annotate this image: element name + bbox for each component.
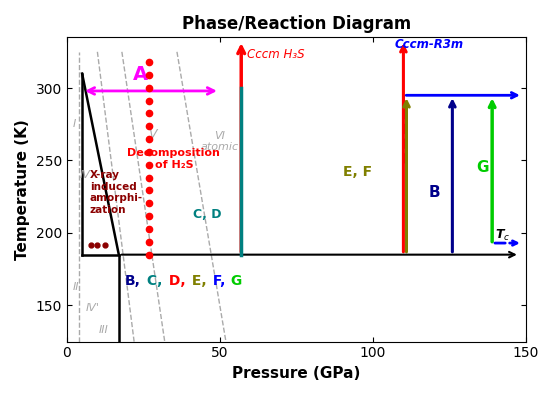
Text: Cccm-R3m: Cccm-R3m	[394, 38, 463, 51]
Text: III: III	[99, 325, 109, 335]
X-axis label: Pressure (GPa): Pressure (GPa)	[232, 366, 361, 381]
Text: G: G	[477, 160, 489, 175]
Text: IV': IV'	[86, 303, 100, 313]
Text: C,: C,	[142, 274, 162, 288]
Text: C, D: C, D	[193, 208, 222, 221]
Y-axis label: Temperature (K): Temperature (K)	[15, 119, 30, 260]
Text: II: II	[73, 282, 79, 291]
Text: T$_c$: T$_c$	[495, 228, 511, 244]
Title: Phase/Reaction Diagram: Phase/Reaction Diagram	[182, 15, 411, 33]
Text: B,: B,	[125, 274, 141, 288]
Text: G: G	[227, 274, 243, 288]
Text: B: B	[428, 185, 440, 200]
Text: VI
atomic: VI atomic	[201, 131, 239, 152]
Text: F,: F,	[208, 274, 225, 288]
Text: V: V	[148, 128, 157, 141]
Text: Decomposition
of H₂S: Decomposition of H₂S	[127, 148, 220, 170]
Text: D,: D,	[163, 274, 186, 288]
Text: IV: IV	[80, 170, 91, 180]
Text: A: A	[132, 65, 148, 84]
Text: I: I	[73, 119, 76, 129]
Text: Cccm H₃S: Cccm H₃S	[247, 48, 305, 61]
Text: E, F: E, F	[343, 165, 372, 179]
Text: X-ray
induced
amorphi-
zation: X-ray induced amorphi- zation	[90, 170, 143, 215]
Text: E,: E,	[187, 274, 207, 288]
